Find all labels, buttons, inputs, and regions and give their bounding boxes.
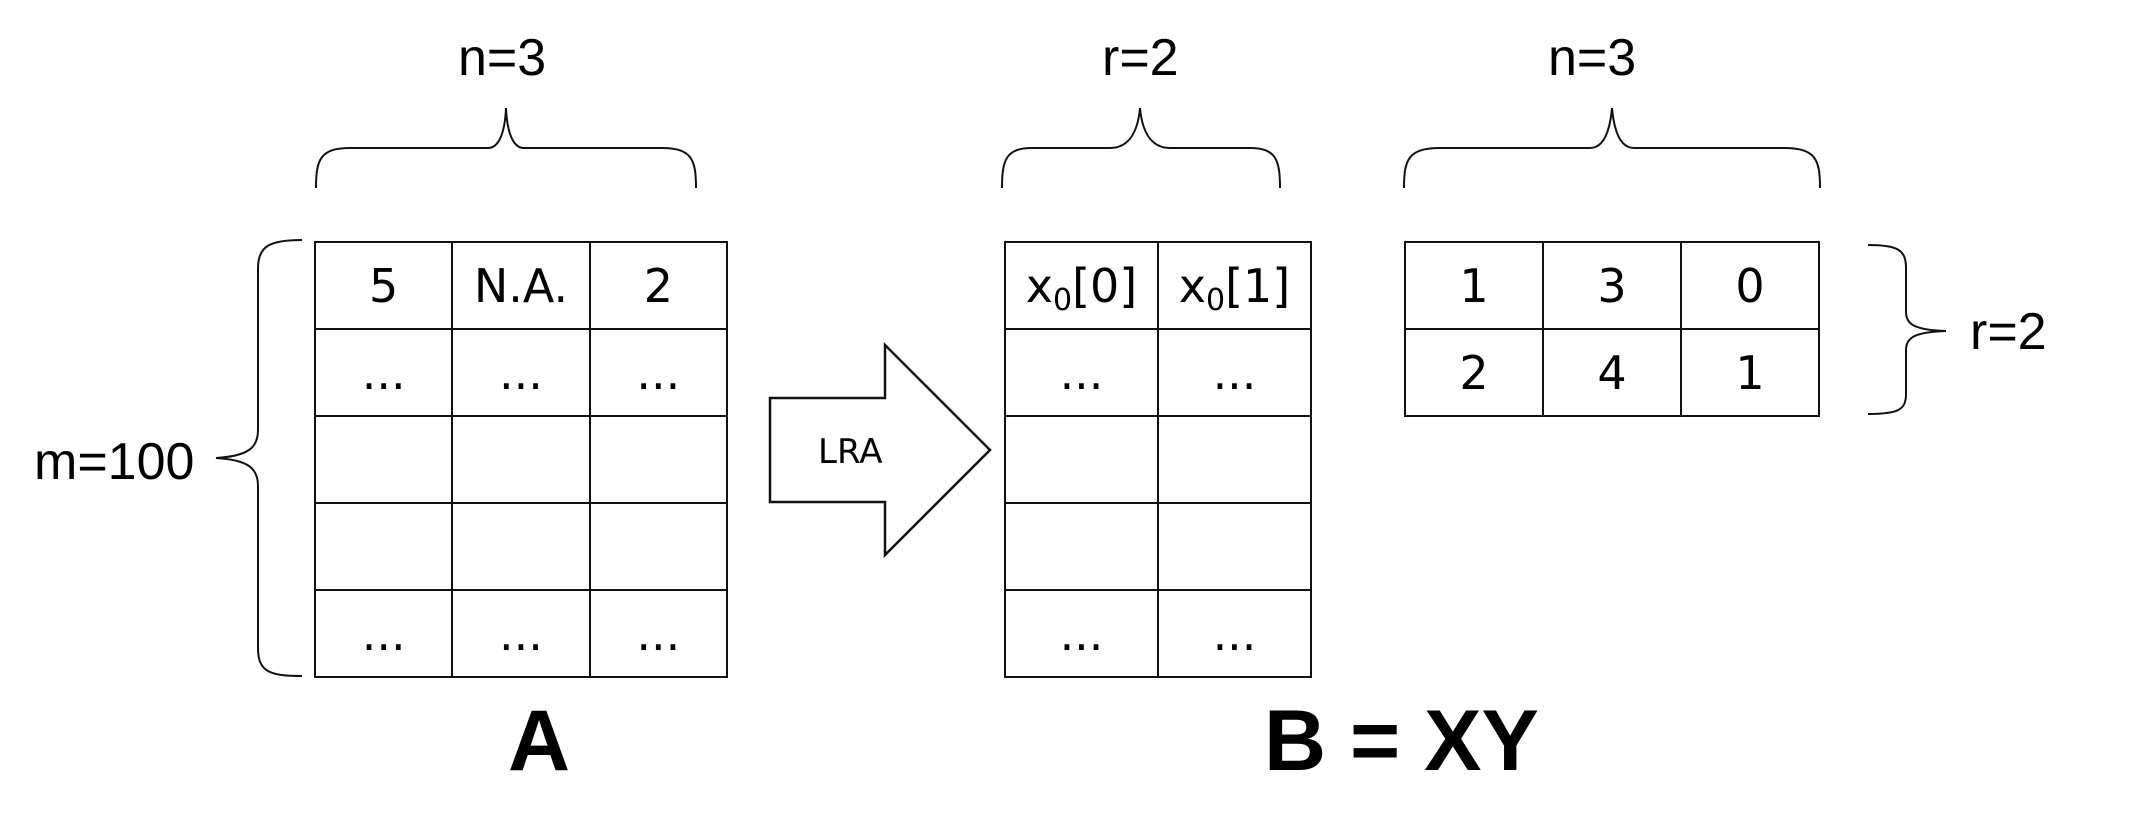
brace-top-x xyxy=(1001,107,1281,189)
matrix-x-cell xyxy=(1157,415,1312,504)
matrix-x-cell xyxy=(1004,502,1159,591)
matrix-x-cell: ... xyxy=(1004,328,1159,417)
matrix-x-header-row: x0[0] x0[1] xyxy=(1004,241,1312,330)
header-subscript: 0 xyxy=(1052,282,1073,318)
brace-top-a xyxy=(315,107,697,189)
header-subscript: 0 xyxy=(1205,282,1226,318)
matrix-a-cell xyxy=(313,502,454,591)
arrow-label: LRA xyxy=(818,432,883,472)
matrix-x-cell: ... xyxy=(1004,589,1159,678)
matrix-a-cell xyxy=(313,415,454,504)
matrix-x-cell: ... xyxy=(1157,328,1312,417)
matrix-a-cell: ... xyxy=(451,589,591,678)
matrix-a-row xyxy=(313,415,729,504)
matrix-y-cell: 0 xyxy=(1680,241,1820,330)
matrix-x-cell xyxy=(1157,502,1312,591)
matrix-y-cell: 4 xyxy=(1542,328,1682,417)
matrix-a-cell: 2 xyxy=(588,241,729,330)
matrix-x-header-cell: x0[1] xyxy=(1157,241,1312,330)
matrix-a-cell: ... xyxy=(313,589,454,678)
matrix-a-cell xyxy=(451,502,591,591)
brace-top-y xyxy=(1403,107,1821,189)
matrix-x-cell xyxy=(1004,415,1159,504)
matrix-a-cell: ... xyxy=(451,328,591,417)
matrix-x: x0[0] x0[1]............ xyxy=(1004,241,1312,678)
matrix-a-left-dimension: m=100 xyxy=(34,433,195,491)
matrix-a-cell: ... xyxy=(588,328,729,417)
matrix-a-cell: N.A. xyxy=(451,241,591,330)
matrix-a-cell: ... xyxy=(588,589,729,678)
matrix-a-cell: ... xyxy=(313,328,454,417)
equation-caption: B = XY xyxy=(1264,693,1539,789)
lra-arrow xyxy=(768,341,992,559)
header-base: x xyxy=(1025,258,1053,313)
matrix-a: 5 N.A. 2.................. xyxy=(313,241,729,678)
matrix-y-cell: 3 xyxy=(1542,241,1682,330)
matrix-x-row: ...... xyxy=(1004,328,1312,417)
matrix-a-row xyxy=(313,502,729,591)
header-index: [1] xyxy=(1225,258,1291,313)
matrix-a-cell xyxy=(451,415,591,504)
matrix-a-cell xyxy=(588,415,729,504)
matrix-a-row: 5 N.A. 2 xyxy=(313,241,729,330)
matrix-y-top-dimension: n=3 xyxy=(1548,29,1637,87)
matrix-x-row xyxy=(1004,415,1312,504)
matrix-x-top-dimension: r=2 xyxy=(1102,29,1179,87)
brace-left-a xyxy=(215,239,303,677)
matrix-a-row: ......... xyxy=(313,328,729,417)
header-index: [0] xyxy=(1072,258,1138,313)
matrix-x-header-cell: x0[0] xyxy=(1004,241,1159,330)
matrix-x-row xyxy=(1004,502,1312,591)
matrix-a-top-dimension: n=3 xyxy=(458,29,547,87)
brace-right-y xyxy=(1867,244,1947,415)
matrix-x-row: ...... xyxy=(1004,589,1312,678)
matrix-x-cell: ... xyxy=(1157,589,1312,678)
matrix-y-cell: 2 xyxy=(1404,328,1544,417)
matrix-a-caption: A xyxy=(508,693,571,789)
header-base: x xyxy=(1178,258,1206,313)
matrix-y-right-dimension: r=2 xyxy=(1970,303,2047,361)
matrix-y-cell: 1 xyxy=(1680,328,1820,417)
matrix-a-cell: 5 xyxy=(313,241,454,330)
matrix-y-cell: 1 xyxy=(1404,241,1544,330)
matrix-a-cell xyxy=(588,502,729,591)
matrix-a-row: ......... xyxy=(313,589,729,678)
